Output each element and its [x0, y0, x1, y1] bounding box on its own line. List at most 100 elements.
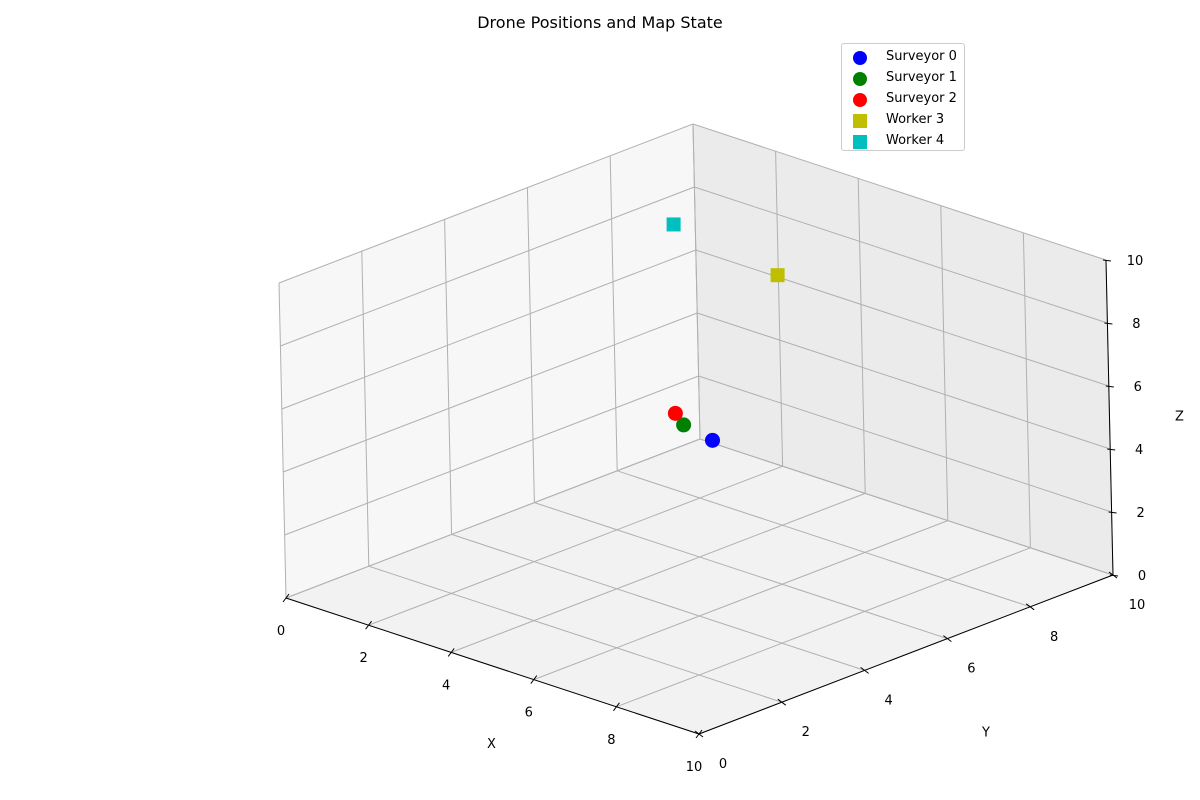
legend-item: Worker 4: [842, 132, 966, 152]
grid-line: [609, 155, 618, 471]
x-tick: [530, 675, 538, 684]
y-tick: [1025, 603, 1035, 611]
y-tick: [860, 667, 869, 674]
grid-line: [280, 186, 695, 347]
z-tick-label: 8: [1132, 317, 1140, 332]
legend: Surveyor 0 Surveyor 1 Surveyor 2 Worker …: [841, 43, 965, 151]
grid-line: [278, 123, 694, 284]
axis-panes: [279, 124, 1113, 734]
legend-marker: [853, 51, 867, 65]
tick-marks: [282, 259, 1119, 739]
legend-item: Surveyor 2: [842, 90, 966, 110]
y-axis-label: Y: [981, 726, 990, 741]
axis-labels: X Y Z: [487, 410, 1184, 753]
legend-item: Surveyor 1: [842, 69, 966, 89]
y-tick-label: 0: [719, 757, 727, 772]
x-axis-label: X: [487, 737, 496, 752]
z-tick: [1104, 322, 1113, 325]
floor-pane: [286, 439, 1113, 734]
grid-line: [281, 249, 696, 410]
grid-line: [692, 123, 1107, 261]
x-tick-label: 8: [607, 733, 615, 748]
z-axis-line: [1105, 259, 1114, 576]
z-tick: [1107, 448, 1116, 451]
z-tick: [1109, 574, 1119, 577]
legend-label: Surveyor 0: [886, 49, 957, 64]
legend-marker: [853, 114, 867, 128]
legend-marker: [853, 135, 867, 149]
grid-line: [694, 186, 1108, 324]
grid-line: [361, 251, 370, 567]
back-wall-pane: [693, 124, 1113, 575]
grid-line: [699, 438, 1114, 576]
z-tick-label: 4: [1135, 443, 1143, 458]
z-tick: [1108, 511, 1117, 514]
legend-item: Worker 3: [842, 111, 966, 131]
data-point: [770, 268, 785, 283]
grid-line: [526, 187, 535, 503]
legend-label: Surveyor 2: [886, 91, 957, 106]
grid-line: [283, 312, 698, 473]
x-tick: [365, 620, 373, 630]
grid-line: [533, 520, 948, 681]
grid-line: [278, 282, 287, 599]
x-tick: [613, 702, 620, 712]
y-tick-label: 8: [1050, 630, 1058, 645]
z-tick-label: 0: [1138, 569, 1146, 584]
data-point: [666, 217, 681, 232]
y-axis-line: [698, 574, 1114, 735]
x-axis-line: [285, 597, 700, 735]
x-tick-label: 0: [277, 624, 285, 639]
z-tick-label: 10: [1127, 254, 1144, 269]
legend-marker: [853, 93, 867, 107]
grid-line: [444, 219, 453, 535]
x-tick-label: 4: [442, 678, 450, 693]
z-tick-label: 6: [1134, 380, 1142, 395]
tick-labels: 0 2 4 6 8 10 0 2 4 6 8 10 0 2 4 6 8 10: [277, 254, 1146, 775]
y-tick: [777, 698, 787, 706]
data-point: [705, 432, 720, 448]
legend-label: Worker 3: [886, 112, 945, 127]
grid-line: [616, 547, 1031, 708]
data-point: [667, 405, 683, 421]
z-axis-label: Z: [1175, 410, 1184, 425]
y-tick-label: 6: [967, 662, 975, 677]
left-wall-pane: [279, 124, 700, 598]
z-tick: [1102, 259, 1112, 262]
grid-line: [368, 465, 783, 626]
grid-line: [692, 123, 701, 440]
grid-line: [940, 205, 949, 521]
legend-item: Surveyor 0: [842, 48, 966, 68]
data-point: [676, 417, 692, 433]
x-tick: [447, 648, 455, 657]
grid-line: [1022, 232, 1031, 548]
grid-line: [451, 492, 866, 653]
grid-line: [451, 533, 865, 671]
legend-label: Surveyor 1: [886, 70, 957, 85]
grid-line: [697, 312, 1111, 450]
grid-line: [534, 502, 948, 640]
grid-line: [857, 178, 866, 494]
z-tick-label: 2: [1136, 506, 1144, 521]
y-tick: [694, 730, 704, 738]
y-tick: [943, 635, 952, 642]
x-tick-label: 2: [359, 651, 367, 666]
data-points: [666, 217, 785, 448]
grid-line: [368, 565, 782, 703]
z-tick: [1105, 385, 1114, 388]
axis-lines: [285, 259, 1114, 735]
chart-title: Drone Positions and Map State: [477, 13, 723, 32]
y-tick-label: 2: [802, 725, 810, 740]
x-tick-label: 10: [686, 760, 703, 775]
y-tick-label: 10: [1129, 598, 1146, 613]
grid-line: [284, 375, 699, 536]
grid-line: [285, 438, 701, 599]
y-tick-label: 4: [884, 693, 892, 708]
grid-line: [617, 470, 1031, 608]
legend-marker: [853, 72, 867, 86]
x-tick: [282, 593, 290, 603]
legend-label: Worker 4: [886, 133, 945, 148]
grid-line: [695, 249, 1109, 387]
